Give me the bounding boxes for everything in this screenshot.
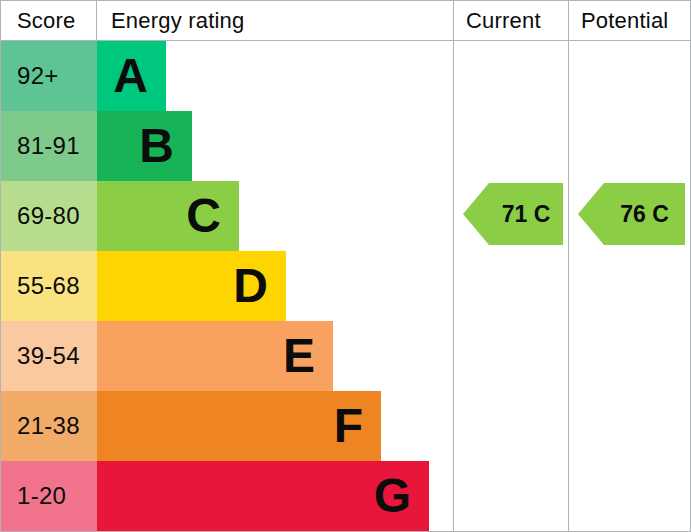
band-d-bar: D [97,251,286,321]
band-b-bar: B [97,111,192,181]
current-rating-value: 71 C [502,201,551,228]
band-g-letter: G [374,472,411,520]
band-f-letter: F [334,402,363,450]
band-g-score: 1-20 [1,461,97,531]
band-a-letter: A [113,52,148,100]
band-c-score: 69-80 [1,181,97,251]
band-e-score: 39-54 [1,321,97,391]
band-d-track: D [97,251,453,321]
band-c-bar: C [97,181,239,251]
band-c-letter: C [186,192,221,240]
potential-rating-value: 76 C [620,201,669,228]
current-rating-column: 71 C [453,41,568,531]
band-e-bar: E [97,321,333,391]
energy-rating-column-header: Energy rating [97,1,453,41]
band-a-score: 92+ [1,41,97,111]
band-g-track: G [97,461,453,531]
potential-rating-column: 76 C [568,41,690,531]
epc-rating-chart: Score Energy rating Current Potential 71… [0,0,691,532]
band-g-bar: G [97,461,429,531]
current-column-header: Current [453,1,568,41]
potential-rating-arrow: 76 C [578,183,685,245]
band-e-track: E [97,321,453,391]
band-d-letter: D [233,262,268,310]
potential-column-header: Potential [568,1,690,41]
band-b-letter: B [139,122,174,170]
current-rating-arrow: 71 C [463,183,563,245]
band-b-track: B [97,111,453,181]
band-a-bar: A [97,41,166,111]
band-f-bar: F [97,391,381,461]
band-a-track: A [97,41,453,111]
band-d-score: 55-68 [1,251,97,321]
band-e-letter: E [283,332,315,380]
score-column-header: Score [1,1,97,41]
band-c-track: C [97,181,453,251]
band-b-score: 81-91 [1,111,97,181]
band-f-track: F [97,391,453,461]
band-f-score: 21-38 [1,391,97,461]
